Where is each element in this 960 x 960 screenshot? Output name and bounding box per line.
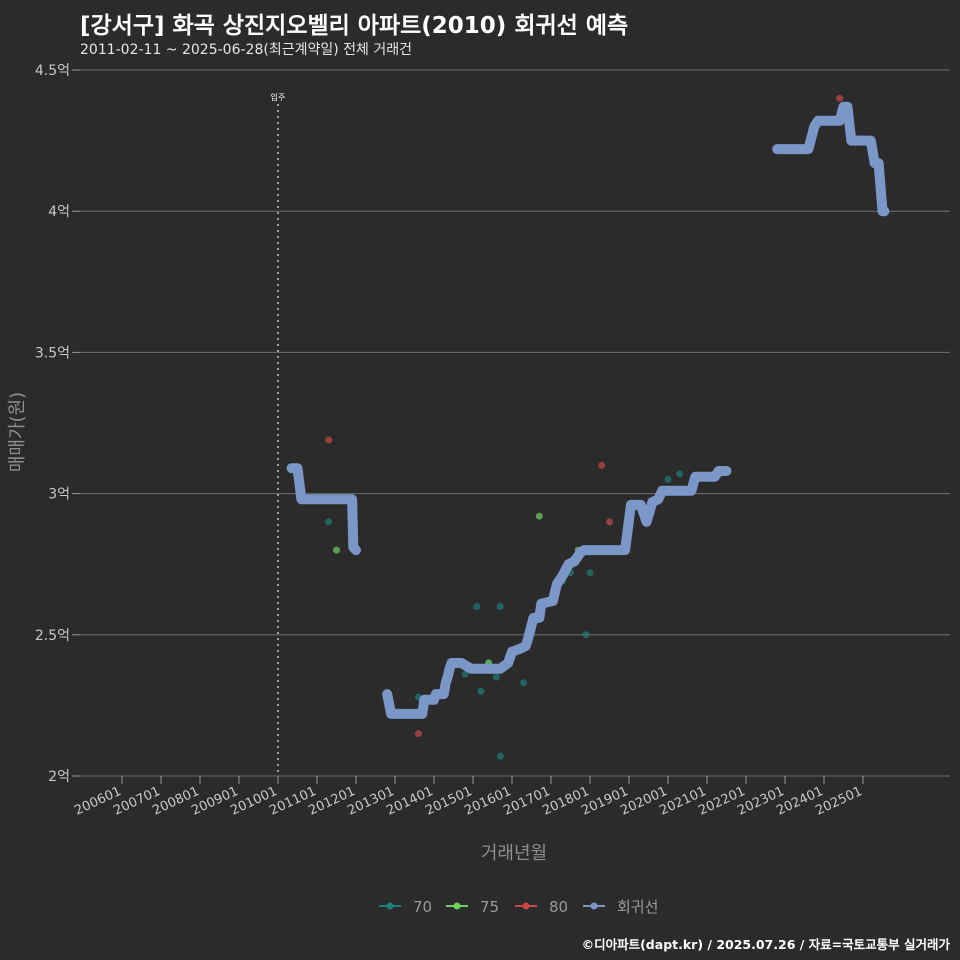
y-tick-label: 4.5억 (35, 63, 70, 79)
chart-subtitle: 2011-02-11 ~ 2025-06-28(최근계약일) 전체 거래건 (80, 42, 412, 58)
legend-marker (522, 902, 530, 910)
data-point-70 (325, 518, 333, 526)
data-point-70 (582, 631, 590, 639)
regression-segment (286, 463, 361, 556)
legend-label: 80 (549, 898, 568, 916)
y-tick-label: 3.5억 (35, 345, 70, 361)
legend-marker (590, 902, 598, 910)
data-point-80 (606, 518, 613, 526)
data-point-75 (535, 512, 543, 520)
data-point-70 (473, 603, 481, 611)
y-axis-ticks: 2억 2.5억 3억 3.5억 4억 4.5억 (35, 63, 80, 785)
data-point-70 (496, 603, 504, 611)
chart-title: [강서구] 화곡 상진지오벨리 아파트(2010) 회귀선 예측 (80, 13, 629, 39)
data-point-70 (496, 752, 504, 760)
data-point-70 (492, 673, 500, 681)
data-point-75 (333, 546, 340, 554)
legend-label: 회귀선 (617, 898, 658, 916)
data-point-80 (598, 461, 606, 469)
data-point-70 (477, 687, 485, 695)
data-point-80 (836, 94, 844, 102)
data-point-70 (520, 679, 528, 687)
regression-line (286, 101, 890, 719)
legend-label: 70 (413, 898, 432, 916)
move-in-marker: 입주 (271, 93, 286, 776)
legend-label: 75 (480, 898, 499, 916)
y-tick-label: 2.5억 (35, 628, 70, 644)
data-point-80 (325, 436, 333, 444)
move-in-label: 입주 (271, 93, 286, 102)
grid-lines (80, 69, 950, 777)
y-tick-label: 4억 (48, 204, 70, 220)
source-footer: ©디아파트(dapt.kr) / 2025.07.26 / 자료=국토교통부 실… (581, 937, 950, 952)
regression-segment (772, 101, 890, 217)
y-axis-title: 매매가(원) (7, 392, 28, 472)
data-point-70 (676, 470, 684, 478)
legend-marker (453, 902, 461, 910)
scatter-points (325, 94, 844, 760)
regression-segment (382, 466, 732, 719)
legend-marker (386, 902, 394, 910)
x-axis-ticks: 2006012007012008012009012010012011012012… (72, 776, 865, 819)
data-point-80 (414, 730, 422, 738)
x-axis-title: 거래년월 (481, 843, 547, 864)
y-tick-label: 3억 (48, 487, 70, 503)
legend: 70 75 80 회귀선 (379, 898, 658, 916)
data-point-70 (461, 670, 469, 678)
data-point-70 (586, 569, 594, 577)
y-tick-label: 2억 (48, 769, 70, 785)
data-point-70 (664, 475, 672, 483)
